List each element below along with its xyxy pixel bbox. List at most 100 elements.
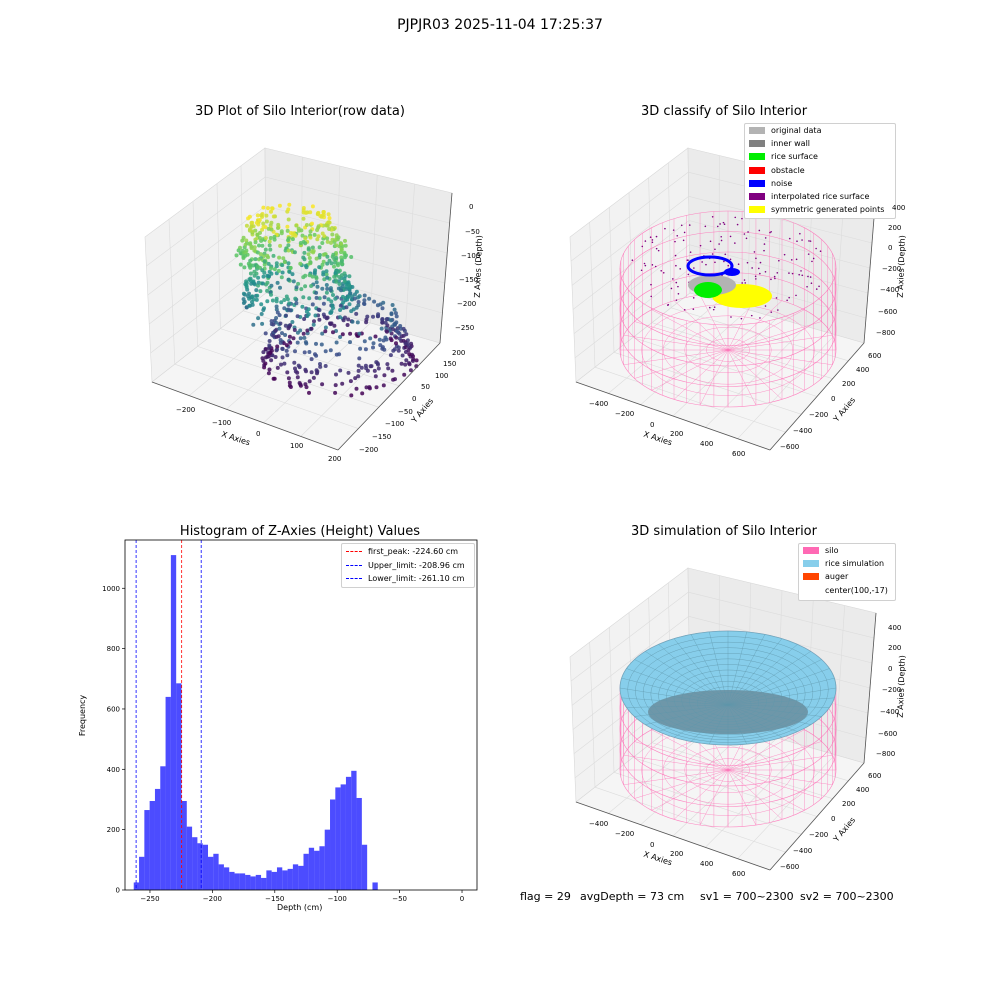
legend-item: auger: [799, 570, 895, 583]
interpolated-point: [763, 243, 766, 245]
scatter-point: [391, 377, 396, 382]
interpolated-point: [788, 272, 790, 274]
histogram-bar: [234, 873, 240, 890]
scatter-point: [263, 331, 268, 336]
scatter-point: [303, 340, 308, 345]
scatter-point: [290, 320, 295, 324]
scatter-point: [279, 362, 283, 367]
raw-xtick: −200: [176, 406, 196, 414]
interpolated-point: [810, 282, 813, 285]
scatter-point: [256, 275, 261, 280]
silo-floor-spoke: [727, 349, 757, 406]
scatter-point: [247, 214, 252, 219]
histogram-bar: [356, 797, 362, 890]
scatter-point: [392, 322, 397, 327]
scatter-point: [310, 204, 315, 209]
raw-ztick: −250: [455, 324, 475, 332]
scatter-point: [285, 224, 290, 229]
interpolated-point: [743, 233, 746, 235]
scatter-point: [390, 327, 395, 332]
scatter-point: [334, 279, 339, 284]
interpolated-point: [743, 279, 746, 281]
scatter-point: [321, 210, 326, 214]
legend-label: Upper_limit: -208.96 cm: [368, 560, 465, 570]
interpolated-point: [679, 268, 681, 270]
histogram-ylabel: Frequency: [78, 694, 88, 737]
scatter-point: [314, 256, 319, 261]
scatter-point: [349, 393, 354, 398]
scatter-point: [269, 319, 274, 324]
scatter-point: [271, 322, 276, 327]
raw-xtick: 100: [290, 442, 304, 450]
rice-mesh-spoke: [727, 659, 822, 706]
scatter-point: [269, 283, 274, 288]
scatter-point: [316, 224, 321, 229]
legend-swatch: [749, 206, 765, 214]
scatter-point: [337, 282, 342, 286]
simulation-ytick: 200: [842, 800, 856, 808]
scatter-point: [258, 289, 263, 294]
legend-item: obstacle: [745, 164, 895, 177]
scatter-point: [260, 321, 265, 326]
interpolated-point: [727, 264, 730, 267]
rice-mesh-spoke: [727, 634, 766, 706]
scatter-point: [318, 364, 323, 369]
scatter-point: [257, 243, 261, 248]
scatter-point: [268, 247, 273, 252]
scatter-point: [240, 238, 245, 243]
scatter-point: [330, 303, 335, 308]
legend-swatch: [749, 140, 765, 148]
scatter-point: [322, 314, 327, 319]
scatter-point: [389, 338, 394, 343]
simulation-ytick: −600: [780, 863, 800, 871]
rice-mesh-spoke: [673, 638, 729, 706]
histogram-bar: [202, 844, 209, 890]
scatter-point: [260, 243, 265, 248]
scatter-point: [368, 336, 373, 341]
scatter-point: [260, 268, 265, 273]
scatter-point: [301, 216, 306, 221]
scatter-point: [286, 243, 291, 248]
scatter-point: [390, 368, 395, 373]
scatter-point: [339, 255, 344, 260]
scatter-point: [315, 369, 320, 374]
histogram-bar: [372, 882, 378, 890]
scatter-point: [346, 280, 351, 285]
interpolated-point: [783, 253, 786, 256]
x-tick-label: −250: [140, 895, 159, 903]
simulation-xtick: 400: [700, 860, 714, 868]
rice-mesh-spoke: [727, 704, 811, 725]
legend-item: rice simulation: [799, 557, 895, 570]
raw-ytick: −200: [359, 446, 379, 454]
simulation-3d-surface[interactable]: [500, 420, 1000, 920]
scatter-point: [326, 220, 331, 225]
interpolated-point: [692, 308, 695, 310]
legend-label: Lower_limit: -261.10 cm: [368, 574, 465, 584]
scatter-point: [312, 271, 317, 276]
rice-mesh-spoke: [619, 687, 729, 706]
interpolated-point: [801, 274, 804, 277]
scatter-point: [318, 362, 322, 366]
scatter-point: [324, 272, 329, 277]
scatter-point: [236, 248, 241, 253]
histogram-bar: [208, 856, 214, 890]
scatter-point: [276, 222, 281, 227]
scatter-point: [410, 358, 415, 363]
scatter-point: [321, 270, 326, 275]
legend-swatch: [749, 153, 765, 161]
silo-floor-spoke: [651, 309, 729, 351]
scatter-point: [292, 250, 297, 255]
rice-mesh-spoke: [634, 659, 729, 706]
simulation-xtick: 0: [650, 841, 655, 849]
silo-floor-ring: [706, 758, 750, 782]
silo-floor-spoke: [634, 349, 729, 379]
legend-item: center(100,-17): [799, 584, 895, 597]
raw-3d-scatter[interactable]: [0, 0, 500, 500]
interpolated-point: [657, 249, 660, 252]
scatter-point: [346, 294, 351, 299]
y-tick-label: 400: [107, 766, 120, 774]
scatter-point: [266, 261, 271, 266]
simulation-rice-surface: [619, 630, 837, 746]
simulation-ztick: −800: [876, 750, 896, 758]
